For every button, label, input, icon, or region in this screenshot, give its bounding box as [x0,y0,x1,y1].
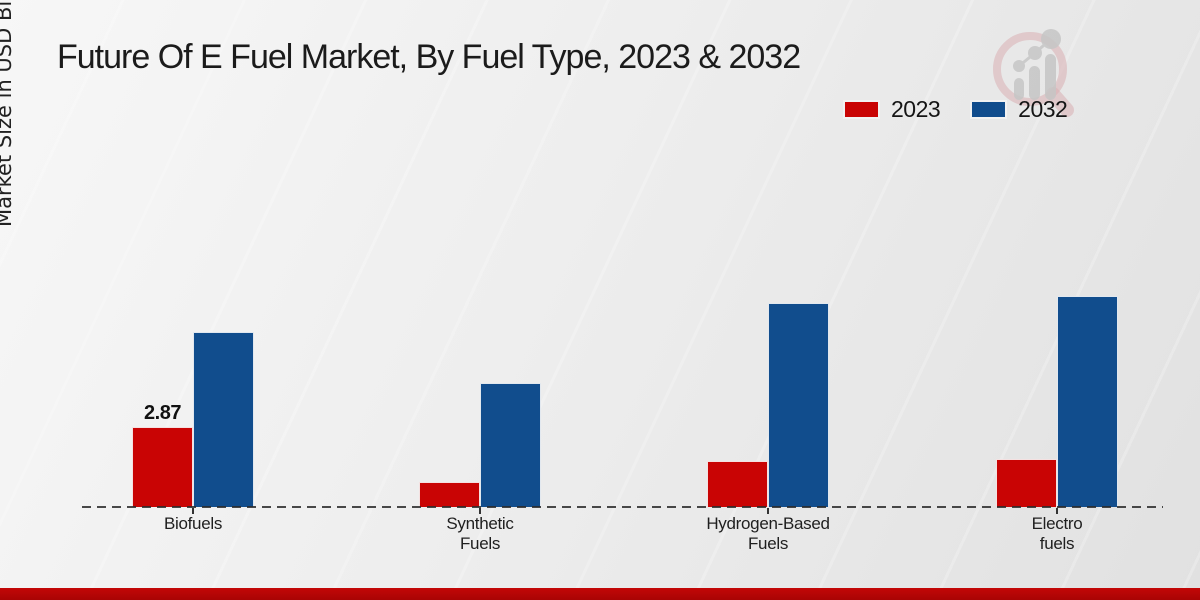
bar-2023-biofuels [132,427,193,507]
legend-swatch-2032 [970,100,1008,119]
bottom-red-band [0,588,1200,600]
bar-2032-electro-fuels [1057,296,1118,507]
legend-label-2032: 2032 [1018,96,1068,122]
bar-2032-biofuels [193,332,254,507]
legend-swatch-2023 [843,100,880,119]
x-axis-tick-hydrogen-based-fuels [767,508,769,514]
legend-item-2023: 2023 [843,96,941,123]
x-axis-dashed-line [82,506,1163,508]
legend: 2023 2032 [843,96,1068,123]
category-label-hydrogen-based-fuels: Hydrogen-Based Fuels [706,514,830,553]
bar-2032-hydrogen-based-fuels [768,303,829,507]
chart-title: Future Of E Fuel Market, By Fuel Type, 2… [57,38,801,76]
x-axis-tick-synthetic-fuels [479,508,481,514]
bar-2023-electro-fuels [996,459,1057,507]
trend-bars-icon [1013,29,1061,100]
market-research-watermark-logo [993,29,1074,117]
x-axis-tick-biofuels [192,508,194,514]
category-label-synthetic-fuels: Synthetic Fuels [446,514,514,553]
category-label-electro-fuels: Electro fuels [1031,514,1083,553]
category-label-biofuels: Biofuels [163,514,223,533]
bar-2023-synthetic-fuels [419,482,480,507]
x-axis-tick-electro-fuels [1056,508,1058,514]
legend-item-2032: 2032 [970,96,1068,123]
legend-label-2023: 2023 [891,96,941,122]
bar-2032-synthetic-fuels [480,383,541,507]
bar-2023-hydrogen-based-fuels [707,461,768,507]
bar-value-label-2023-biofuels: 2.87 [144,402,181,424]
